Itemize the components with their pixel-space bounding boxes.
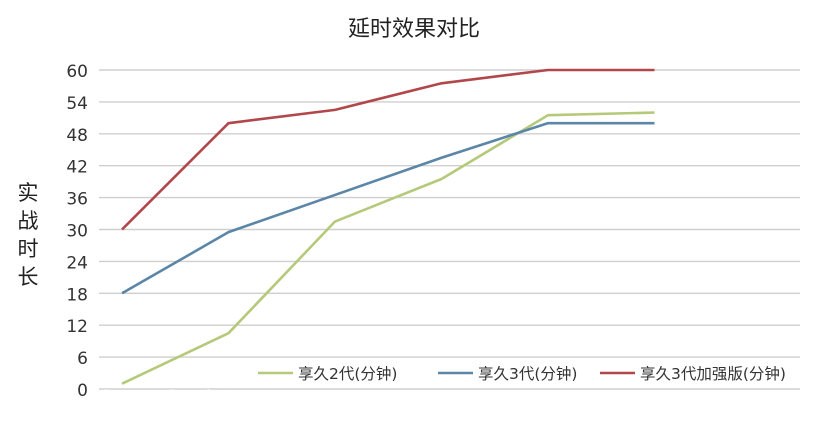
y-tick-label: 54 xyxy=(66,94,88,114)
y-tick-label: 42 xyxy=(66,158,88,178)
chart-title: 延时效果对比 xyxy=(348,17,480,42)
series-lines xyxy=(121,68,655,385)
y-axis-ticks: 0 6 12 18 24 30 36 42 48 54 60 xyxy=(66,62,88,401)
y-tick-label: 24 xyxy=(66,253,88,273)
y-axis-label-char: 长 xyxy=(18,265,39,289)
legend-label: 享久3代(分钟) xyxy=(478,365,577,383)
y-tick-label: 30 xyxy=(66,222,88,242)
y-axis-label-char: 实 xyxy=(18,181,39,205)
y-tick-label: 36 xyxy=(66,190,88,210)
series-line-1 xyxy=(121,111,655,385)
y-tick-label: 0 xyxy=(77,381,88,401)
y-tick-label: 12 xyxy=(66,317,88,337)
y-tick-label: 6 xyxy=(77,349,88,369)
legend: 享久2代(分钟) 享久3代(分钟) 享久3代加强版(分钟) xyxy=(258,365,786,383)
y-axis-label-char: 战 xyxy=(18,209,39,233)
y-tick-label: 18 xyxy=(66,285,88,305)
series-line-3 xyxy=(121,68,655,231)
series-line-2 xyxy=(121,121,655,295)
legend-label: 享久3代加强版(分钟) xyxy=(640,365,786,383)
y-axis-label-char: 时 xyxy=(18,237,39,261)
legend-label: 享久2代(分钟) xyxy=(298,365,397,383)
gridlines xyxy=(99,69,800,390)
watermark-text: 志愿者实测 xyxy=(89,387,260,428)
y-tick-label: 60 xyxy=(66,62,88,82)
y-tick-label: 48 xyxy=(66,126,88,146)
